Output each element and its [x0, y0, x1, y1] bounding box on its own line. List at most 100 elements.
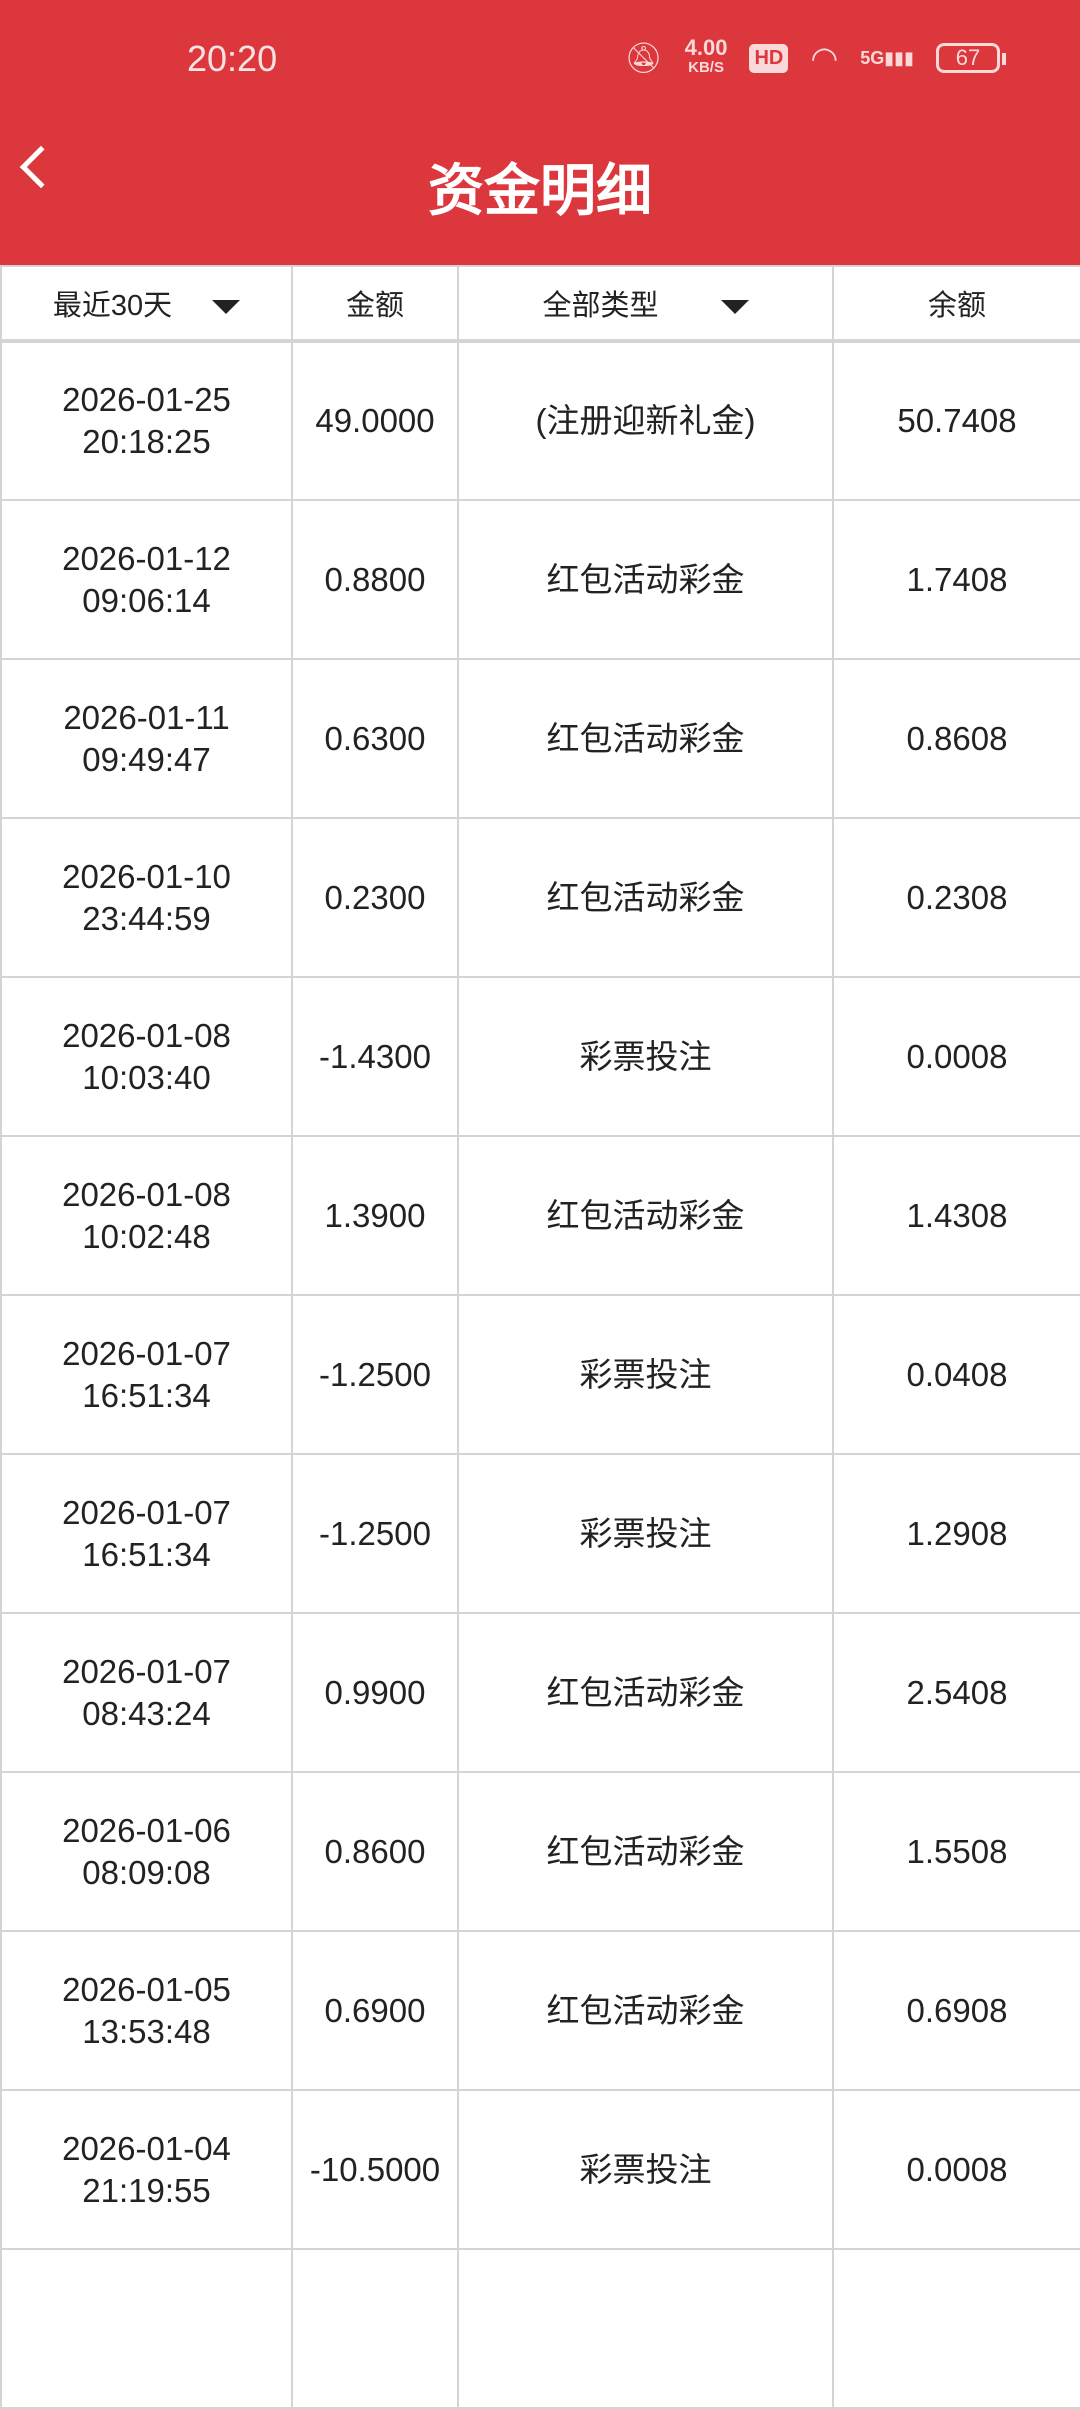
type-cell: 红包活动彩金	[457, 1930, 834, 2091]
type-cell: (注册迎新礼金)	[457, 340, 834, 501]
time: 10:03:40	[82, 1058, 211, 1096]
balance-cell: 2.5408	[832, 1612, 1080, 1773]
amount-header: 金额	[291, 265, 459, 343]
table-row: 2026-01-08 10:03:40 -1.4300 彩票投注 0.0008	[0, 976, 1080, 1137]
balance-cell: 1.2908	[832, 1453, 1080, 1614]
balance-cell: 50.7408	[832, 340, 1080, 501]
balance-cell: 0.2308	[832, 817, 1080, 978]
table-row: 2026-01-11 09:49:47 0.6300 红包活动彩金 0.8608	[0, 658, 1080, 819]
speed-value: 4.00	[684, 35, 728, 60]
datetime-cell: 2026-01-12 09:06:14	[0, 499, 293, 660]
table-row: 2026-01-05 13:53:48 0.6900 红包活动彩金 0.6908	[0, 1930, 1080, 2091]
date: 2026-01-25	[62, 381, 231, 418]
amount-cell: -1.2500	[291, 1294, 459, 1455]
empty-cell	[0, 2248, 293, 2409]
table-row: 2026-01-10 23:44:59 0.2300 红包活动彩金 0.2308	[0, 817, 1080, 978]
table-row	[0, 2248, 1080, 2409]
period-label: 最近30天	[52, 290, 173, 322]
amount-cell: -1.4300	[291, 976, 459, 1137]
date: 2026-01-06	[62, 1811, 231, 1849]
time: 08:43:24	[82, 1694, 211, 1732]
date: 2026-01-12	[62, 539, 231, 577]
amount-cell: 0.8600	[291, 1771, 459, 1932]
date: 2026-01-04	[62, 2129, 231, 2167]
type-cell: 红包活动彩金	[457, 1612, 834, 1773]
amount-cell: 0.6900	[291, 1930, 459, 2091]
datetime-cell: 2026-01-25 20:18:25	[0, 340, 293, 501]
empty-cell	[457, 2248, 834, 2409]
app-header: 20:20 🔕︎ 4.00 KB/S HD ◠ 5G▮▮▮ 67 资金明细	[0, 0, 1080, 265]
empty-cell	[291, 2248, 459, 2409]
page-title: 资金明细	[428, 159, 652, 222]
time: 08:09:08	[82, 1853, 211, 1891]
balance-header: 余额	[832, 265, 1080, 343]
table-row: 2026-01-25 20:18:25 49.0000 (注册迎新礼金) 50.7…	[0, 340, 1080, 501]
table-row: 2026-01-08 10:02:48 1.3900 红包活动彩金 1.4308	[0, 1135, 1080, 1296]
time: 10:02:48	[82, 1217, 211, 1255]
type-cell: 红包活动彩金	[457, 1135, 834, 1296]
time: 23:44:59	[82, 899, 211, 937]
datetime-cell: 2026-01-10 23:44:59	[0, 817, 293, 978]
mute-bell-icon: 🔕︎	[624, 41, 663, 75]
network-type: 5G	[860, 47, 885, 68]
type-cell: 红包活动彩金	[457, 499, 834, 660]
balance-cell: 0.0008	[832, 2089, 1080, 2250]
status-icons: 🔕︎ 4.00 KB/S HD ◠ 5G▮▮▮ 67	[624, 35, 1006, 78]
datetime-cell: 2026-01-08 10:03:40	[0, 976, 293, 1137]
empty-cell	[832, 2248, 1080, 2409]
table-row: 2026-01-07 16:51:34 -1.2500 彩票投注 0.0408	[0, 1294, 1080, 1455]
time: 09:06:14	[82, 581, 211, 619]
period-filter[interactable]: 最近30天	[0, 265, 293, 343]
balance-cell: 0.8608	[832, 658, 1080, 819]
type-filter[interactable]: 全部类型	[457, 265, 834, 343]
battery-icon: 67	[936, 43, 1006, 73]
datetime-cell: 2026-01-07 16:51:34	[0, 1453, 293, 1614]
dropdown-triangle-icon	[720, 300, 749, 315]
balance-cell: 0.0408	[832, 1294, 1080, 1455]
table-header: 最近30天 金额 全部类型 余额	[0, 265, 1080, 343]
time: 13:53:48	[82, 2012, 211, 2050]
type-cell: 彩票投注	[457, 1294, 834, 1455]
date: 2026-01-05	[62, 1970, 231, 2008]
datetime-cell: 2026-01-05 13:53:48	[0, 1930, 293, 2091]
table-row: 2026-01-07 16:51:34 -1.2500 彩票投注 1.2908	[0, 1453, 1080, 1614]
date: 2026-01-10	[62, 857, 231, 895]
table-row: 2026-01-12 09:06:14 0.8800 红包活动彩金 1.7408	[0, 499, 1080, 660]
balance-cell: 1.4308	[832, 1135, 1080, 1296]
datetime-cell: 2026-01-08 10:02:48	[0, 1135, 293, 1296]
hd-icon: HD	[749, 43, 789, 73]
date: 2026-01-11	[63, 698, 230, 736]
balance-cell: 1.5508	[832, 1771, 1080, 1932]
network-speed: 4.00 KB/S	[684, 35, 728, 78]
speed-unit: KB/S	[688, 59, 724, 76]
time: 20:18:25	[82, 423, 211, 460]
amount-cell: 0.6300	[291, 658, 459, 819]
type-cell: 红包活动彩金	[457, 1771, 834, 1932]
balance-cell: 1.7408	[832, 499, 1080, 660]
amount-cell: -1.2500	[291, 1453, 459, 1614]
time: 21:19:55	[82, 2171, 211, 2209]
date: 2026-01-07	[62, 1493, 231, 1531]
time: 16:51:34	[82, 1376, 211, 1414]
amount-cell: 0.2300	[291, 817, 459, 978]
datetime-cell: 2026-01-07 16:51:34	[0, 1294, 293, 1455]
signal-icon: 5G▮▮▮	[860, 47, 914, 68]
type-cell: 彩票投注	[457, 2089, 834, 2250]
datetime-cell: 2026-01-06 08:09:08	[0, 1771, 293, 1932]
type-cell: 彩票投注	[457, 1453, 834, 1614]
time: 16:51:34	[82, 1535, 211, 1573]
type-label: 全部类型	[542, 290, 659, 322]
date: 2026-01-08	[62, 1016, 231, 1054]
date: 2026-01-07	[62, 1334, 231, 1372]
balance-cell: 0.0008	[832, 976, 1080, 1137]
type-cell: 红包活动彩金	[457, 817, 834, 978]
date: 2026-01-08	[62, 1175, 231, 1213]
type-cell: 红包活动彩金	[457, 658, 834, 819]
table-row: 2026-01-07 08:43:24 0.9900 红包活动彩金 2.5408	[0, 1612, 1080, 1773]
balance-cell: 0.6908	[832, 1930, 1080, 2091]
amount-cell: 1.3900	[291, 1135, 459, 1296]
amount-cell: -10.5000	[291, 2089, 459, 2250]
datetime-cell: 2026-01-07 08:43:24	[0, 1612, 293, 1773]
amount-cell: 0.8800	[291, 499, 459, 660]
amount-cell: 49.0000	[291, 340, 459, 501]
